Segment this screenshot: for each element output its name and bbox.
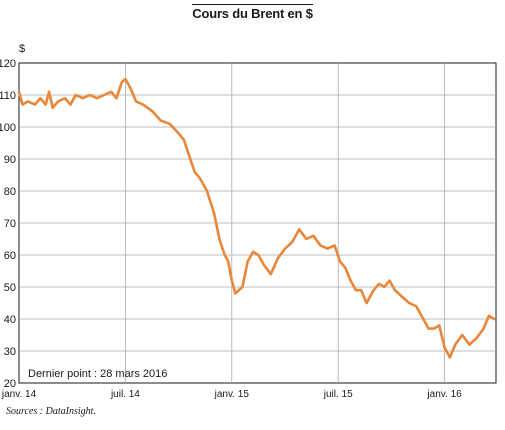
chart-title: Cours du Brent en $ [192,4,313,21]
x-tick-labels: janv. 14 juil. 14 janv. 15 juil. 15 janv. 16 [1,389,462,400]
chart-title-wrap: Cours du Brent en $ [0,4,505,23]
x-tick-label: janv. 15 [214,389,250,400]
source-note: Sources : DataInsight. [6,406,96,417]
y-axis-unit: $ [19,43,26,55]
y-tick-label: 70 [4,218,16,230]
x-tick-label: juil. 14 [110,389,140,400]
series-group [17,77,496,359]
y-tick-label: 120 [0,58,16,70]
x-tick-label: janv. 14 [1,389,37,400]
x-tick-label: juil. 15 [323,389,353,400]
y-tick-label: 90 [4,154,16,166]
y-tick-label: 20 [4,378,16,390]
brent-price-line [17,77,496,359]
y-tick-label: 60 [4,250,16,262]
y-tick-label: 40 [4,314,16,326]
x-tick-label: janv. 16 [426,389,462,400]
y-tick-label: 30 [4,346,16,358]
y-tick-labels: 20 30 40 50 60 70 80 90 100 110 120 [0,58,16,390]
y-tick-label: 100 [0,122,16,134]
y-tick-label: 80 [4,186,16,198]
y-tick-label: 50 [4,282,16,294]
last-point-annotation: Dernier point : 28 mars 2016 [28,368,167,380]
y-tick-label: 110 [0,90,16,102]
